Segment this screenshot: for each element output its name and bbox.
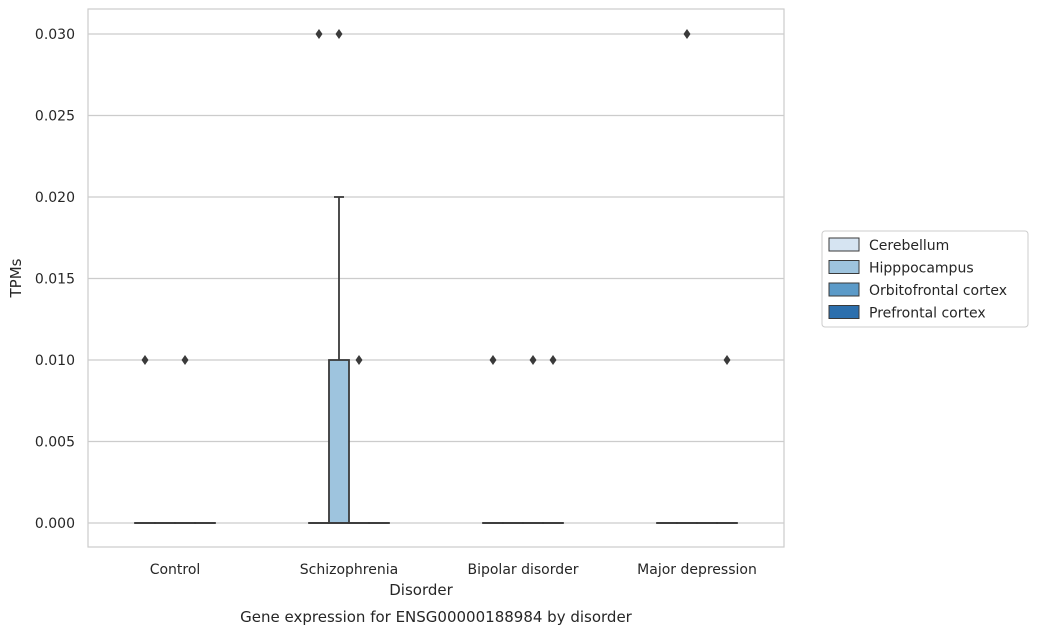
y-tick-label: 0.030 [35,27,75,43]
x-axis-label: Disorder [389,581,453,599]
outlier-point [315,29,323,39]
outlier-point [141,355,149,365]
x-tick-label: Schizophrenia [300,562,398,578]
chart-caption: Gene expression for ENSG00000188984 by d… [240,608,633,626]
outlier-point [181,355,189,365]
y-tick-label: 0.005 [35,435,75,451]
y-tick-label: 0.025 [35,109,75,125]
outlier-point [355,355,363,365]
x-tick-label: Control [150,562,201,578]
box-series [134,29,738,524]
outlier-point [549,355,557,365]
legend-swatch [828,282,860,297]
x-tick-label: Bipolar disorder [467,562,578,578]
x-tick-label: Major depression [637,562,757,578]
outlier-point [489,355,497,365]
y-tick-label: 0.010 [35,353,75,369]
outlier-point [529,355,537,365]
y-axis-ticks: 0.000 0.005 0.010 0.015 0.020 0.025 0.030 [35,27,75,532]
legend: Cerebellum Hipppocampus Orbitofrontal cort… [821,230,1029,328]
legend-swatch [828,260,860,274]
y-tick-label: 0.000 [35,516,75,532]
legend-label: Orbitofrontal cortex [869,283,1007,299]
outlier-point [335,29,343,39]
legend-label: Hipppocampus [869,261,974,277]
legend-frame [821,230,1029,328]
box [328,359,350,524]
x-axis-ticks: Control Schizophrenia Bipolar disorder Majo… [150,562,757,578]
y-gridlines [88,33,784,524]
legend-label: Cerebellum [869,238,949,254]
legend-label: Prefrontal cortex [869,306,986,322]
y-tick-label: 0.020 [35,190,75,206]
outlier-point [683,29,691,39]
y-axis-label: TPMs [7,258,25,298]
plot-area-frame [87,8,785,548]
outlier-point [723,355,731,365]
y-tick-label: 0.015 [35,272,75,288]
legend-swatch [828,237,860,252]
legend-swatch [828,305,860,319]
